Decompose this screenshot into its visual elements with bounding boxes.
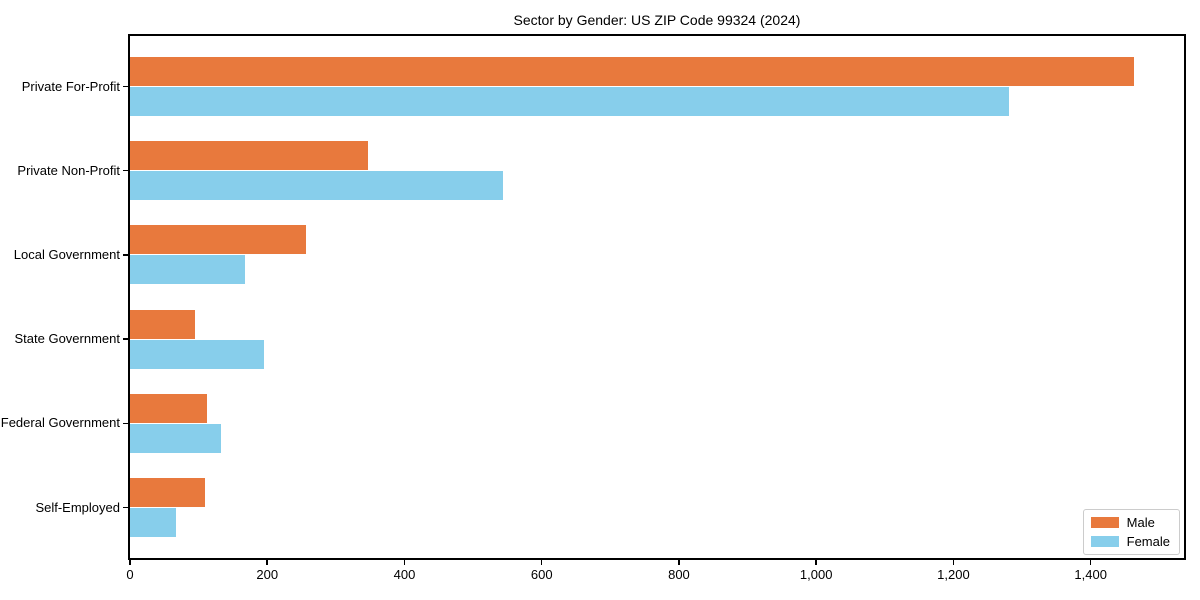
chart-title: Sector by Gender: US ZIP Code 99324 (202… <box>513 12 801 28</box>
y-category-label: Private For-Profit <box>21 78 120 94</box>
legend-label-female: Female <box>1126 534 1170 549</box>
y-category-label: Federal Government <box>0 415 120 431</box>
y-tick-mark <box>123 254 128 256</box>
x-tick-mark <box>1089 560 1092 565</box>
bar-female-3 <box>130 255 245 285</box>
x-tick-label: 800 <box>668 567 690 582</box>
legend: Male Female <box>1082 509 1180 555</box>
legend-item-male: Male <box>1090 515 1170 530</box>
x-tick-mark <box>815 560 817 565</box>
bar-male-1 <box>130 57 1134 86</box>
female-color-swatch <box>1090 536 1119 547</box>
x-tick-label: 200 <box>256 567 279 582</box>
bar-male-2 <box>130 141 369 171</box>
x-tick-mark <box>678 560 680 565</box>
y-tick-mark <box>123 506 128 509</box>
x-tick-mark <box>403 560 406 565</box>
bar-female-6 <box>130 508 176 537</box>
y-category-label: Local Government <box>13 246 120 262</box>
plot-area: Male Female <box>128 34 1186 560</box>
x-tick-mark <box>952 560 955 565</box>
bar-female-5 <box>130 423 222 453</box>
y-category-label: Self-Employed <box>35 499 120 515</box>
x-tick-label: 0 <box>126 567 134 582</box>
y-tick-mark <box>123 422 128 425</box>
bar-female-4 <box>130 339 264 369</box>
x-tick-label: 400 <box>393 567 416 582</box>
male-color-swatch <box>1090 517 1119 528</box>
legend-item-female: Female <box>1090 534 1170 549</box>
legend-label-male: Male <box>1126 515 1155 530</box>
x-tick-label: 600 <box>530 567 553 582</box>
bar-male-4 <box>130 309 196 339</box>
bar-male-6 <box>130 478 205 507</box>
y-tick-mark <box>123 169 128 172</box>
bar-female-2 <box>130 171 503 201</box>
x-tick-mark <box>129 560 131 565</box>
x-tick-mark <box>540 560 543 565</box>
y-tick-mark <box>123 85 128 88</box>
bar-female-1 <box>130 87 1009 116</box>
x-tick-label: 1,200 <box>937 567 970 582</box>
y-tick-mark <box>123 338 128 340</box>
x-tick-label: 1,000 <box>799 567 833 582</box>
x-tick-mark <box>266 560 268 565</box>
x-tick-label: 1,400 <box>1074 567 1107 582</box>
bar-male-5 <box>130 393 207 423</box>
y-category-label: State Government <box>14 331 121 347</box>
bar-male-3 <box>130 225 307 255</box>
y-category-label: Private Non-Profit <box>17 162 120 178</box>
